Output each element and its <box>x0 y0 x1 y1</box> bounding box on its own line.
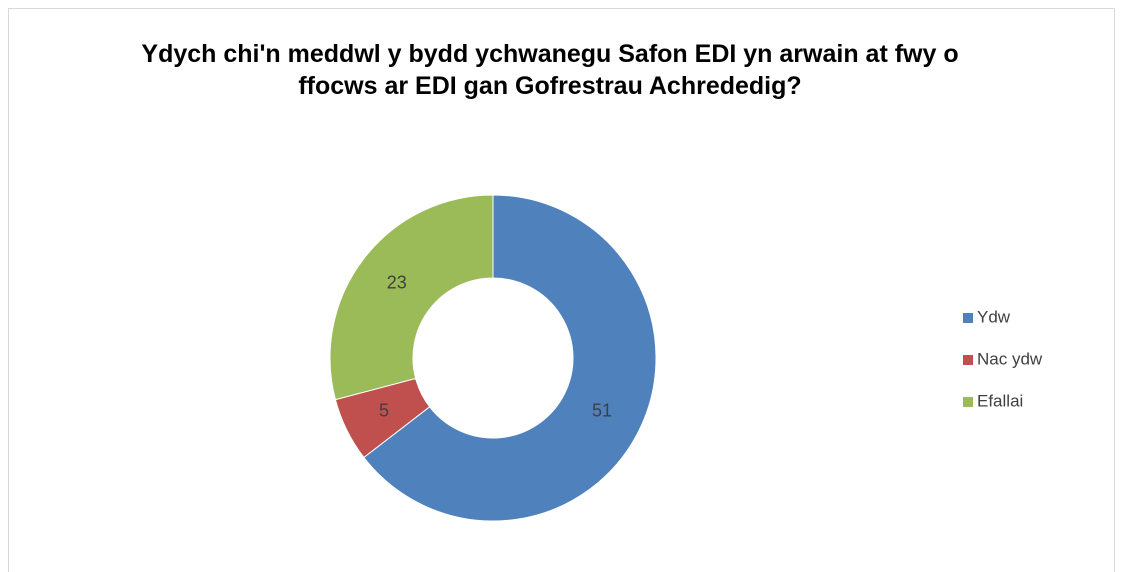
data-label: 51 <box>592 400 612 420</box>
legend-label: Nac ydw <box>977 349 1043 368</box>
data-label: 5 <box>379 400 389 420</box>
data-label: 23 <box>387 273 407 293</box>
legend-swatch <box>963 397 973 407</box>
donut-slice <box>329 194 494 401</box>
donut-slice <box>363 194 657 522</box>
chart-title: Ydych chi'n meddwl y bydd ychwanegu Safo… <box>141 40 959 100</box>
legend-swatch <box>963 355 973 365</box>
legend-label: Ydw <box>977 307 1011 326</box>
legend-swatch <box>963 313 973 323</box>
legend-label: Efallai <box>977 391 1023 410</box>
chart-border <box>8 8 1115 572</box>
